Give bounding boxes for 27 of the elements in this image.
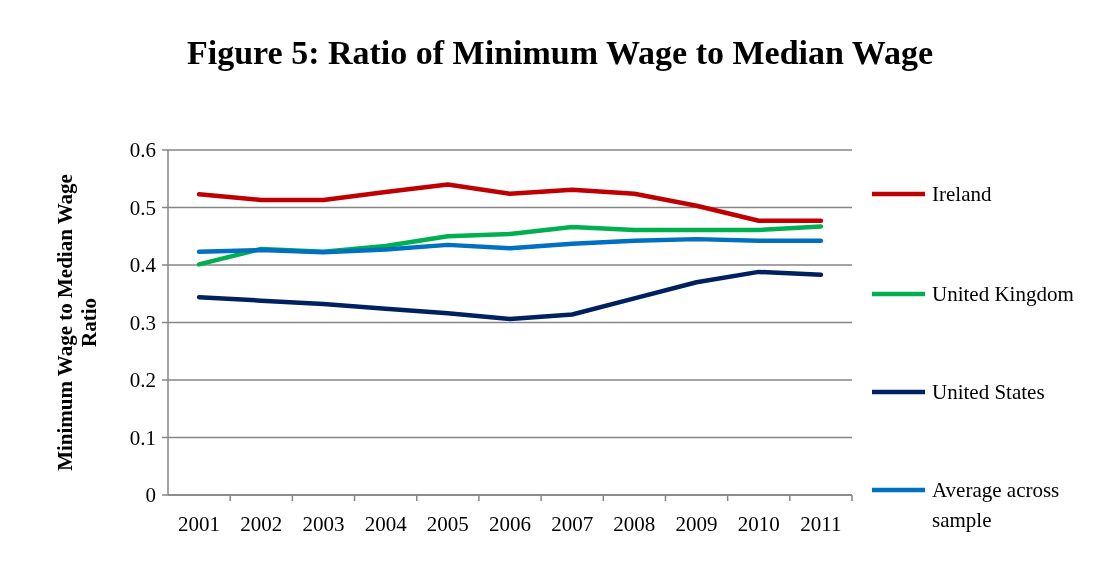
y-tick-label: 0.2 — [129, 368, 156, 393]
x-tick-label: 2006 — [489, 512, 531, 536]
line-series — [196, 182, 824, 223]
y-tick-label: 0.3 — [129, 310, 156, 335]
x-tick-label: 2004 — [364, 512, 408, 536]
line-series — [196, 236, 824, 255]
x-tick-label: 2002 — [240, 512, 283, 536]
y-tick-label: 0.6 — [129, 138, 156, 163]
line-series — [196, 269, 824, 322]
y-axis-title: Minimum Wage to Median Wage Ratio — [53, 174, 101, 471]
y-tick-label: 0.4 — [129, 253, 157, 278]
x-tick-label: 2008 — [613, 512, 656, 536]
x-tick-label: 2005 — [426, 512, 469, 536]
x-tick-label: 2011 — [800, 512, 842, 536]
x-tick-label: 2009 — [675, 512, 718, 536]
y-tick-label: 0.1 — [129, 425, 156, 450]
legend-label: United Kingdom — [932, 282, 1074, 307]
x-tick-label: 2010 — [737, 512, 780, 536]
x-tick-label: 2007 — [551, 512, 594, 536]
y-tick-label: 0.5 — [129, 195, 156, 220]
chart-title: Figure 5: Ratio of Minimum Wage to Median Wage — [186, 34, 934, 71]
x-tick-label: 2001 — [178, 512, 221, 536]
legend-label: Ireland — [932, 182, 992, 207]
legend-label: United States — [932, 380, 1045, 405]
y-tick-label: 0 — [145, 483, 156, 508]
legend-label: Average across sample — [932, 478, 1060, 533]
x-tick-label: 2003 — [302, 512, 345, 536]
